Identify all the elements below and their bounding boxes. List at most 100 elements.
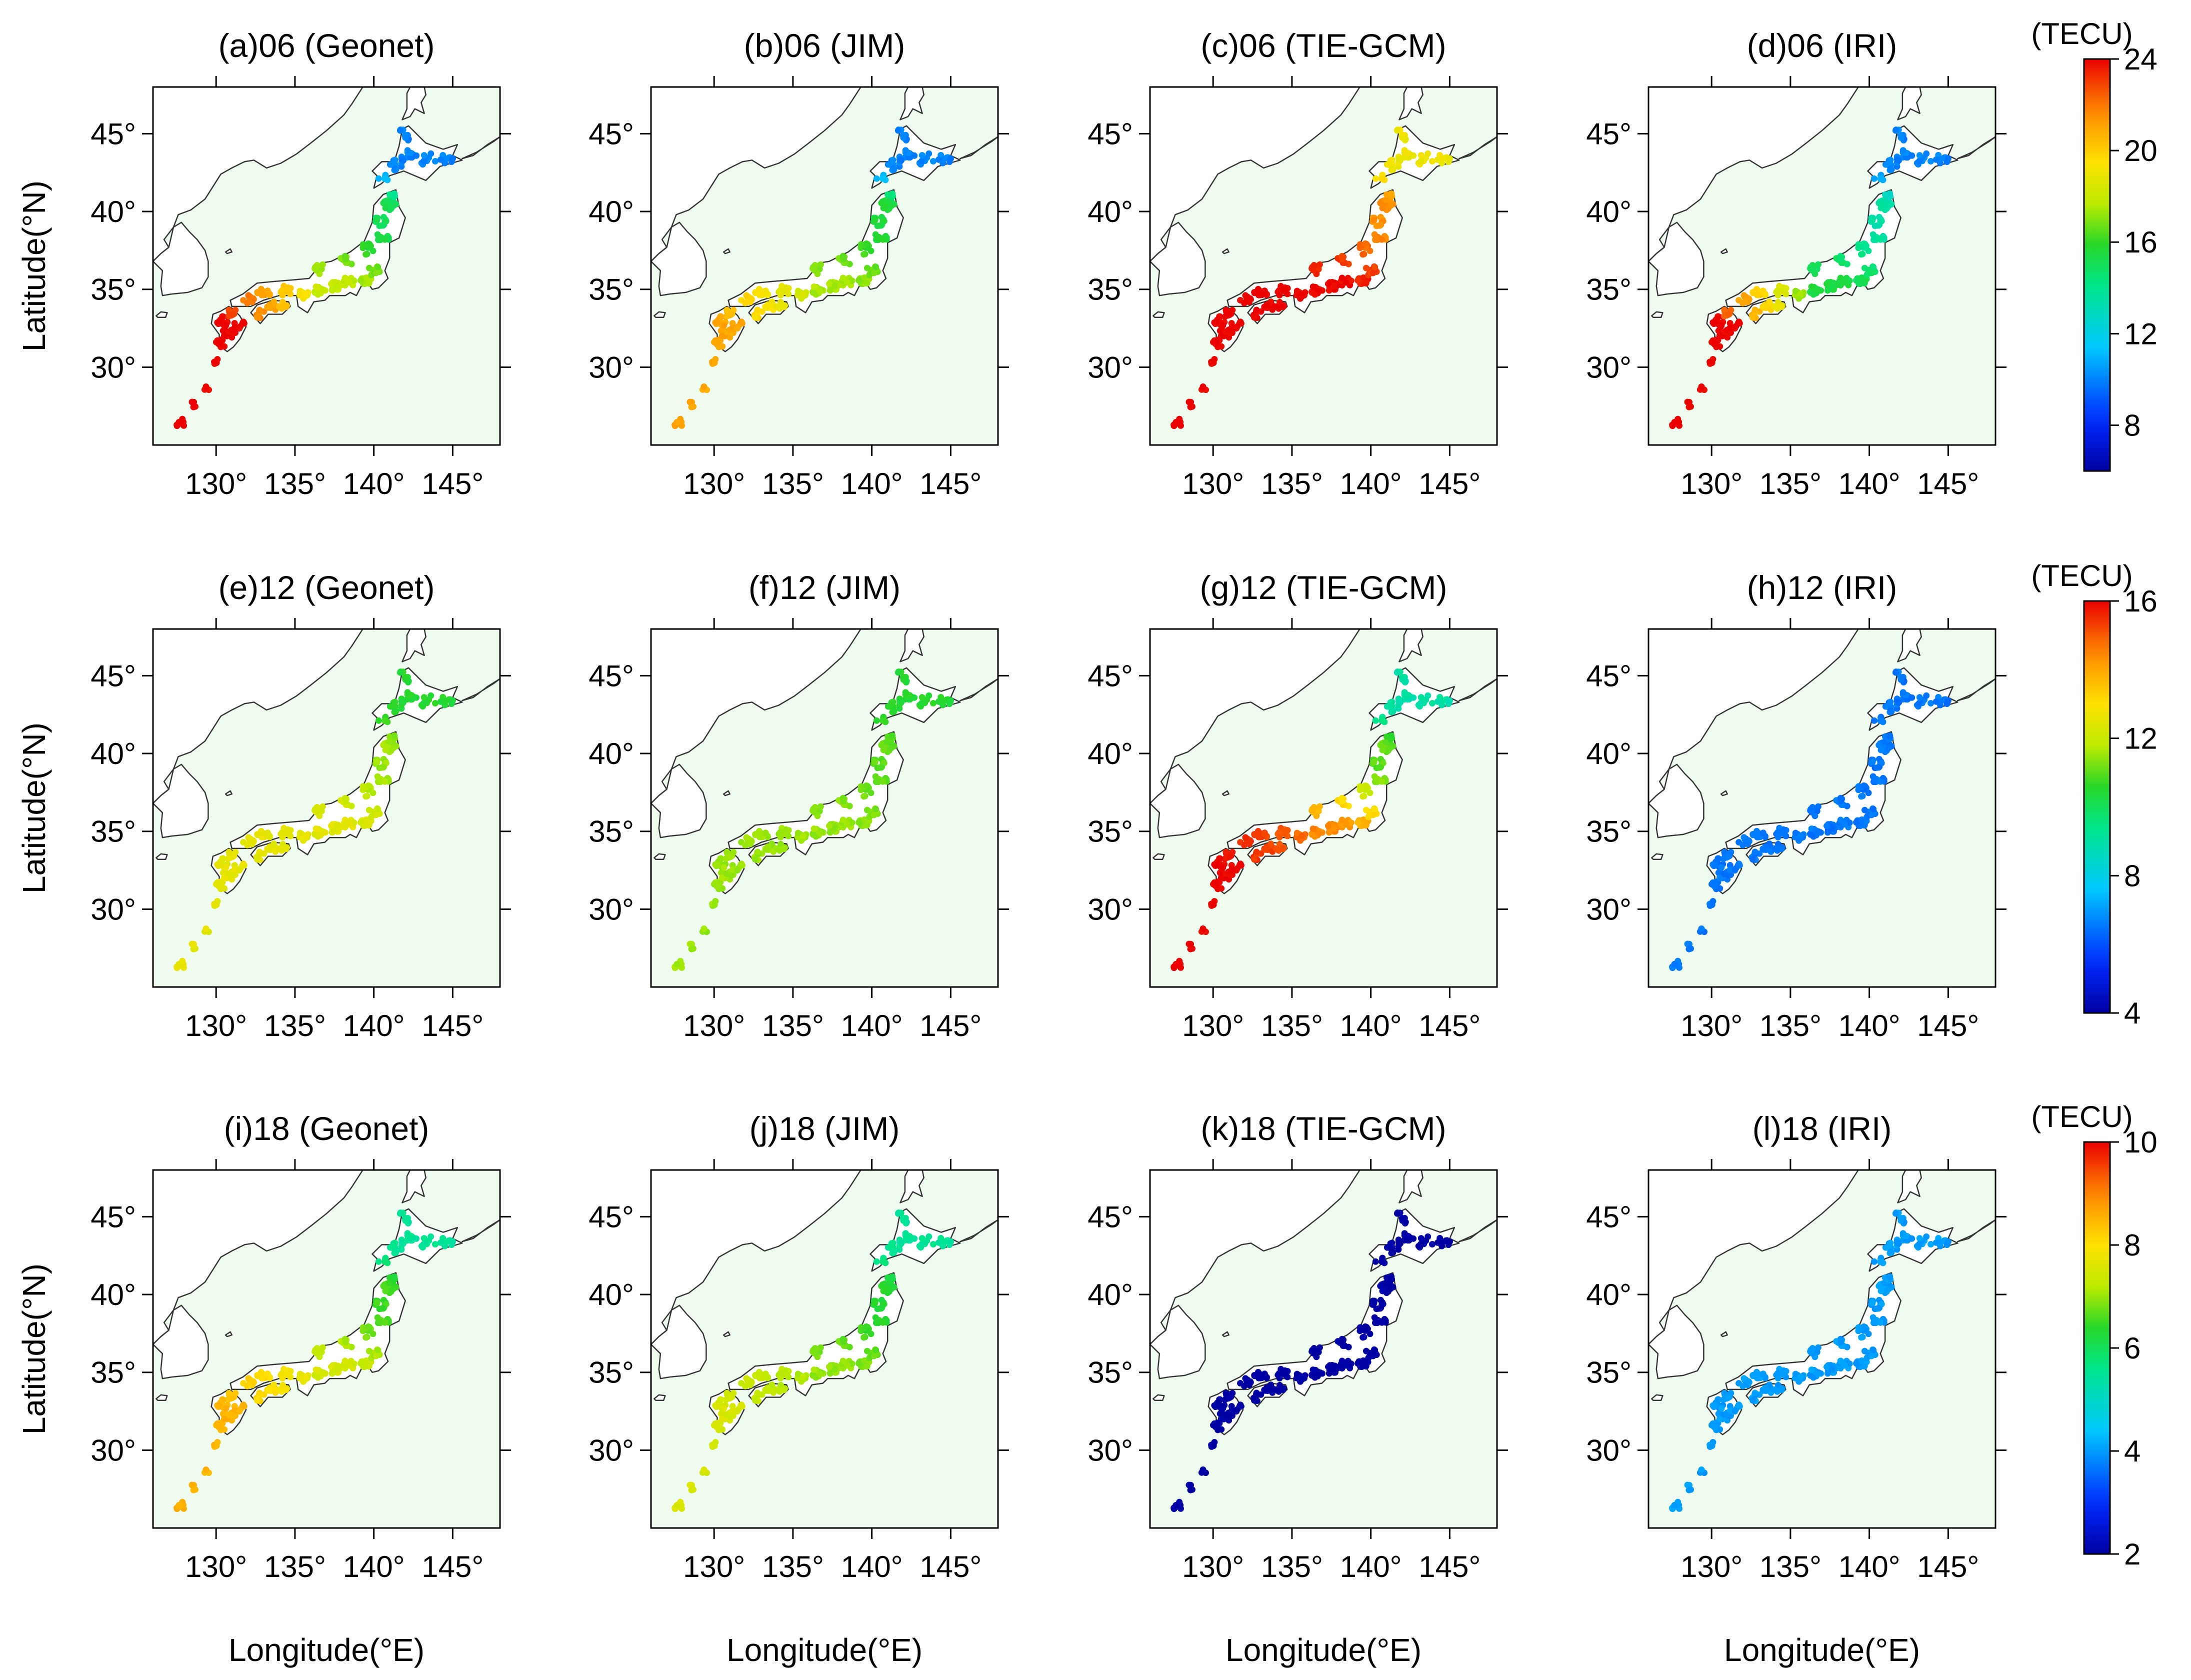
station-point — [284, 1368, 291, 1376]
station-point — [328, 1370, 336, 1377]
station-point — [1310, 826, 1316, 832]
station-point — [844, 1362, 850, 1369]
colorbar-unit: (TECU) — [2031, 17, 2132, 50]
station-point — [1424, 692, 1432, 699]
station-point — [1360, 816, 1367, 823]
station-point — [404, 1230, 411, 1237]
panel-title: (d)06 (IRI) — [1747, 27, 1898, 64]
station-point — [413, 1235, 420, 1242]
station-point — [840, 798, 847, 804]
station-point — [390, 1286, 397, 1292]
station-point — [1792, 1370, 1799, 1378]
station-point — [1928, 1241, 1934, 1248]
station-point — [396, 127, 404, 134]
station-point — [1310, 284, 1316, 290]
station-point — [1868, 1352, 1875, 1360]
station-point — [220, 328, 227, 334]
gnss-stations — [174, 1210, 456, 1512]
station-point — [1858, 1357, 1866, 1364]
plot-frame — [152, 86, 501, 446]
station-point — [278, 829, 286, 836]
station-point — [1760, 304, 1767, 311]
station-point — [748, 1378, 754, 1385]
station-point — [1213, 1423, 1220, 1430]
station-point — [392, 1249, 400, 1256]
station-point — [1752, 306, 1758, 314]
island-jeju — [156, 1394, 168, 1401]
station-point — [1325, 280, 1332, 288]
station-point — [1309, 1346, 1316, 1354]
station-point — [220, 870, 227, 876]
map-area — [1648, 1170, 1996, 1528]
station-point — [391, 190, 398, 197]
station-point — [365, 240, 372, 247]
island-ulleung — [722, 1331, 730, 1338]
station-point — [328, 829, 336, 836]
station-point — [392, 698, 398, 706]
station-point — [1874, 1305, 1880, 1312]
station-point — [370, 790, 376, 796]
station-point — [202, 383, 210, 390]
station-point — [743, 834, 750, 841]
station-point — [1740, 1382, 1746, 1390]
station-point — [180, 964, 187, 971]
station-point — [1213, 319, 1220, 326]
station-point — [1716, 1410, 1722, 1418]
station-point — [911, 152, 918, 159]
station-point — [861, 274, 868, 281]
station-point — [1220, 864, 1226, 871]
colorbar-tick-label: 6 — [2124, 1332, 2140, 1365]
station-point — [882, 176, 889, 184]
station-point — [1390, 166, 1396, 173]
lat-tick-label: 40° — [90, 737, 136, 770]
map-panel: (i)18 (Geonet)45°40°35°30°130° 135° 140° 14… — [16, 1110, 511, 1668]
lon-tick-label: 140° — [343, 1009, 405, 1042]
station-point — [1253, 306, 1260, 314]
station-point — [880, 204, 887, 212]
station-point — [864, 1348, 870, 1354]
station-point — [282, 845, 289, 852]
station-point — [1858, 816, 1866, 823]
station-point — [1326, 829, 1332, 836]
station-point — [1366, 248, 1374, 254]
station-point — [358, 1360, 364, 1366]
lon-tick-label: 145° — [920, 1009, 982, 1042]
station-point — [1750, 1397, 1756, 1404]
station-point — [1771, 845, 1778, 852]
station-point — [1276, 292, 1283, 298]
colorbar-tick-label: 4 — [2124, 1434, 2140, 1468]
station-point — [876, 764, 883, 771]
station-point — [302, 832, 308, 840]
station-point — [402, 1217, 409, 1224]
colorbar-unit: (TECU) — [2031, 1100, 2132, 1134]
station-point — [245, 834, 252, 841]
station-point — [1712, 1423, 1718, 1430]
station-point — [1828, 1365, 1836, 1372]
station-point — [882, 1260, 889, 1266]
station-point — [448, 1242, 455, 1248]
map-area — [651, 1170, 998, 1528]
station-point — [1445, 158, 1452, 166]
station-point — [1395, 156, 1402, 163]
station-point — [1688, 1486, 1694, 1493]
island-ulleung — [1720, 790, 1728, 796]
lat-tick-label: 35° — [90, 1356, 136, 1390]
station-point — [391, 732, 398, 739]
station-point — [342, 274, 348, 282]
station-point — [700, 383, 708, 390]
station-point — [1386, 703, 1392, 710]
station-point — [1884, 703, 1891, 710]
station-point — [1860, 240, 1868, 247]
panel-title: (k)18 (TIE-GCM) — [1200, 1110, 1446, 1147]
station-point — [718, 332, 726, 339]
lat-tick-label: 45° — [1088, 1200, 1133, 1234]
station-point — [254, 1397, 260, 1404]
lat-tick-label: 30° — [1088, 1434, 1133, 1467]
station-point — [1213, 882, 1220, 889]
station-point — [930, 700, 936, 706]
station-point — [1434, 698, 1441, 705]
station-point — [1760, 288, 1766, 295]
colorbar-tick-label: 12 — [2124, 722, 2158, 756]
station-point — [1372, 1317, 1380, 1324]
station-point — [1715, 313, 1722, 320]
